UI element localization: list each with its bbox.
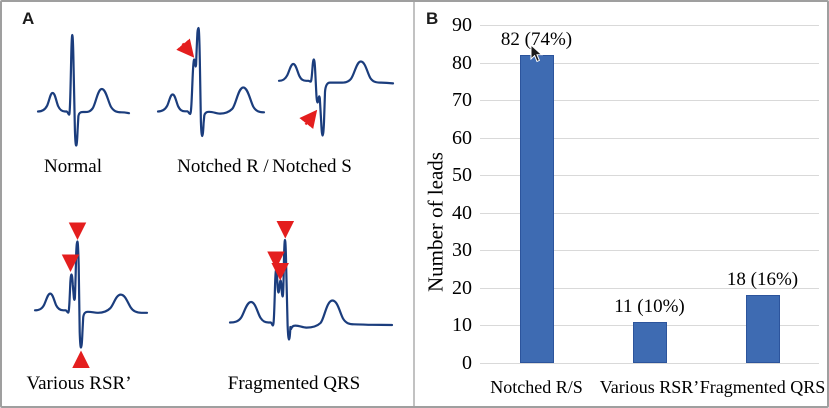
bar-data-label: 11 (10%) <box>614 295 685 317</box>
x-category-label: Notched R/S <box>490 377 583 397</box>
caption-fragmented-qrs: Fragmented QRS <box>227 373 361 394</box>
y-tick-label: 80 <box>452 51 472 74</box>
gridline-y30 <box>480 250 819 252</box>
y-tick-label: 40 <box>452 201 472 224</box>
ecg-notched-s-waveform <box>277 58 395 137</box>
x-category-label: Various RSR’ <box>599 377 700 397</box>
caption-notched-r: Notched R <box>177 156 259 177</box>
gridline-y70 <box>480 100 819 102</box>
y-tick-label: 10 <box>452 314 472 337</box>
gridline-y20 <box>480 287 819 289</box>
caption-notched-s: Notched S <box>272 156 352 177</box>
gridline-y50 <box>480 175 819 177</box>
mouse-cursor-icon <box>530 44 543 63</box>
ecg-fragmented-qrs-waveform <box>228 238 394 341</box>
y-tick-label: 50 <box>452 164 472 187</box>
y-tick-label: 90 <box>452 14 472 36</box>
x-category-label: Fragmented QRS <box>699 377 826 397</box>
y-tick-label: 70 <box>452 89 472 112</box>
gridline-y40 <box>480 212 819 214</box>
plot-area: 0 10 20 30 40 50 60 70 80 90 82 (74%) Notched R/S 11… <box>452 14 825 397</box>
bar-data-label: 82 (74%) <box>500 29 573 51</box>
y-tick-label: 0 <box>462 352 472 374</box>
gridline-y80 <box>480 62 819 64</box>
gridline-y90 <box>480 25 819 26</box>
notched-s-arrow-icon <box>299 109 318 130</box>
notched-r-arrow-icon <box>176 38 195 58</box>
caption-normal: Normal <box>43 156 103 177</box>
ecg-notched-r-waveform <box>156 26 266 138</box>
ecg-various-rsr-waveform <box>33 240 149 349</box>
panel-a-label: A <box>22 9 35 28</box>
gridline-y60 <box>480 137 819 139</box>
bar-fragmented-qrs <box>745 295 780 363</box>
y-tick-label: 20 <box>452 276 472 299</box>
caption-slash: / <box>263 156 269 177</box>
bar-notched-r-s <box>519 55 554 363</box>
y-tick-label: 60 <box>452 126 472 149</box>
ecg-normal-waveform <box>36 33 131 147</box>
bar-data-label: 18 (16%) <box>726 269 799 291</box>
caption-various-rsr: Various RSR’ <box>26 373 132 394</box>
y-tick-label: 30 <box>452 239 472 262</box>
panel-divider <box>413 2 415 406</box>
gridline-y0 <box>480 363 819 364</box>
ecg-diagram-svg <box>33 26 395 369</box>
panel-b-label: B <box>426 9 439 28</box>
bar-various-rsr- <box>632 321 667 363</box>
